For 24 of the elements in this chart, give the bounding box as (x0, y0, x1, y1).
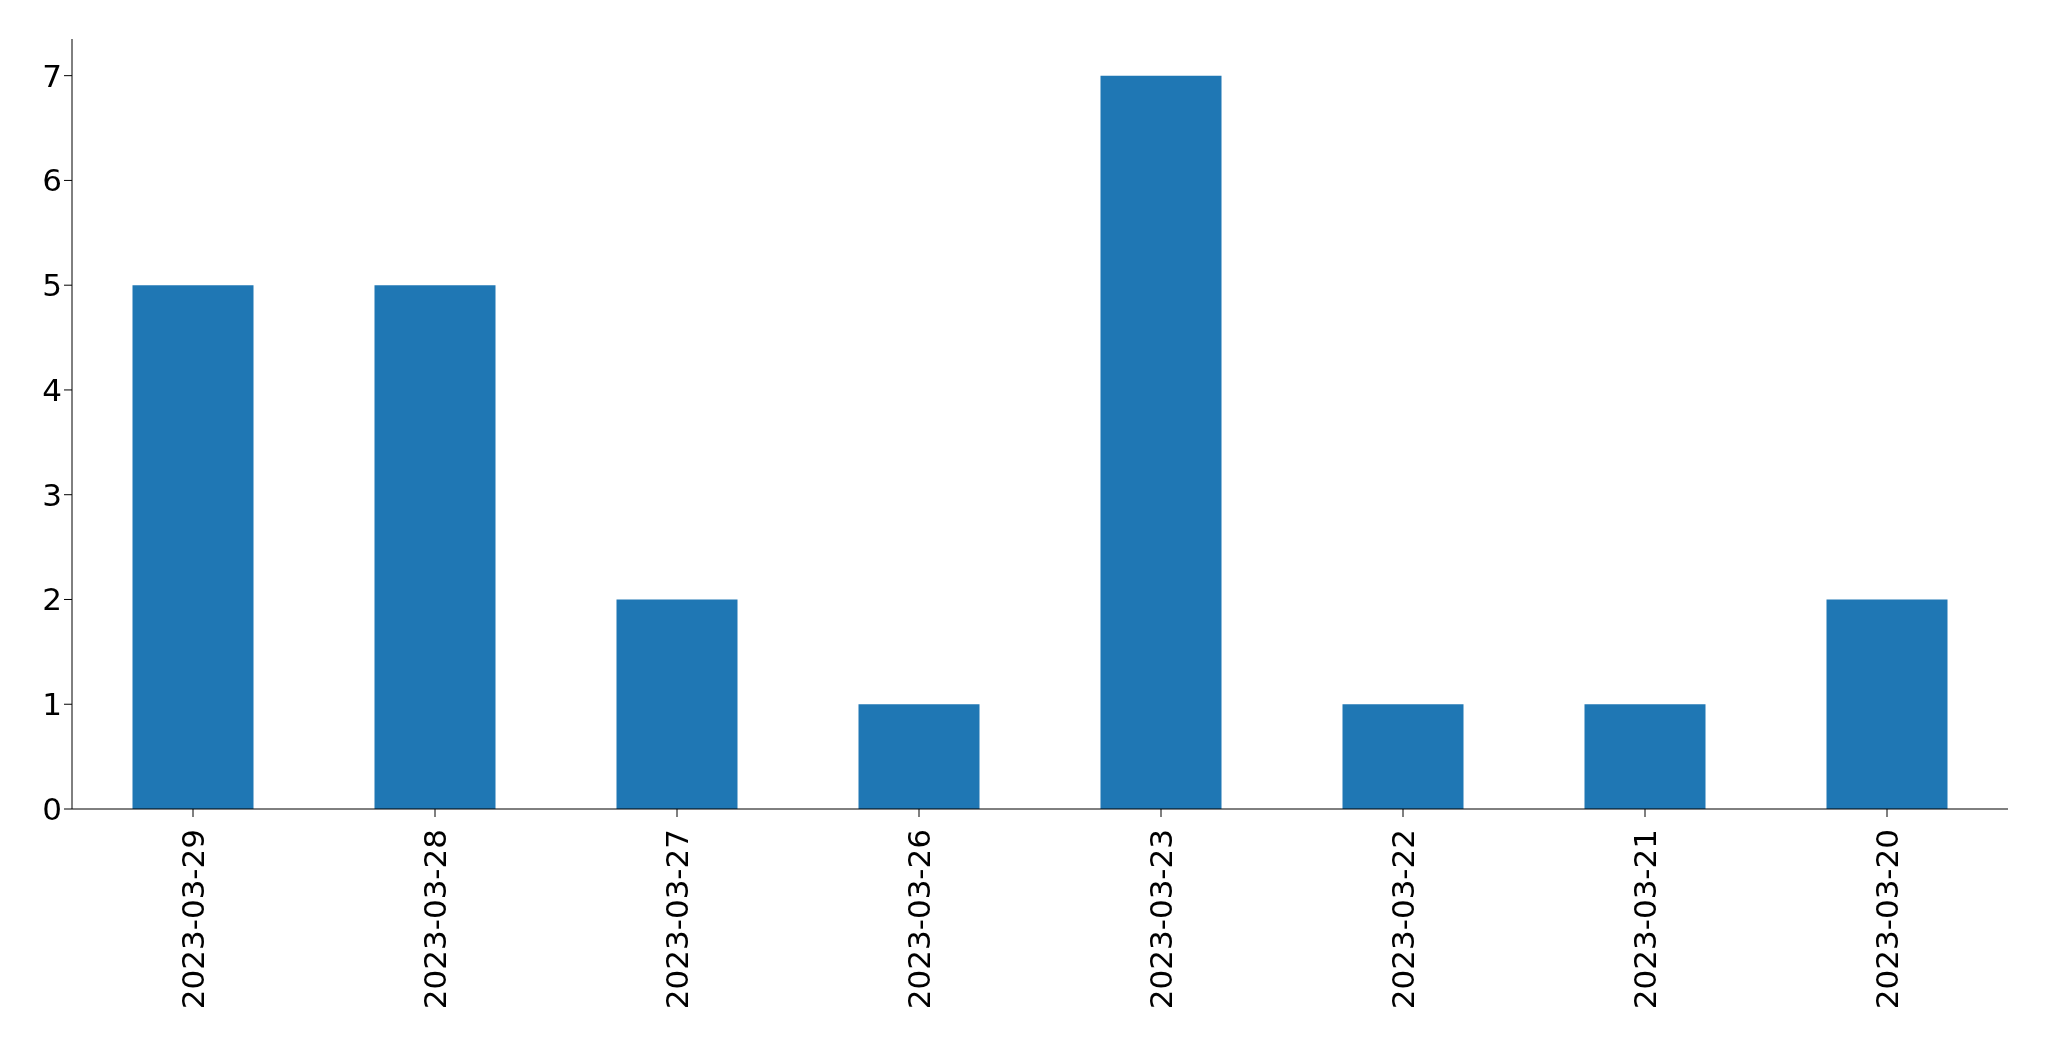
y-tick-label: 1 (42, 686, 62, 723)
x-tick-label: 2023-03-28 (417, 829, 453, 1010)
x-tick-label: 2023-03-29 (175, 829, 211, 1010)
bar (1584, 704, 1706, 809)
y-tick-label: 2 (42, 581, 62, 618)
y-tick-label: 3 (42, 476, 62, 513)
bar (132, 285, 254, 809)
bar (1826, 599, 1948, 809)
y-tick-label: 5 (42, 267, 62, 304)
y-tick-label: 7 (42, 57, 62, 94)
bar (1100, 75, 1222, 809)
x-tick-label: 2023-03-21 (1627, 829, 1663, 1010)
x-tick-label: 2023-03-20 (1869, 829, 1905, 1010)
x-tick-label: 2023-03-23 (1143, 829, 1179, 1010)
bar (858, 704, 980, 809)
y-tick-label: 0 (42, 791, 62, 828)
bar (374, 285, 496, 809)
bar (616, 599, 738, 809)
x-tick-label: 2023-03-22 (1385, 829, 1421, 1010)
y-tick-label: 6 (42, 162, 62, 199)
x-tick-label: 2023-03-27 (659, 829, 695, 1010)
bar (1342, 704, 1464, 809)
x-tick-label: 2023-03-26 (901, 829, 937, 1010)
y-tick-label: 4 (42, 371, 62, 408)
